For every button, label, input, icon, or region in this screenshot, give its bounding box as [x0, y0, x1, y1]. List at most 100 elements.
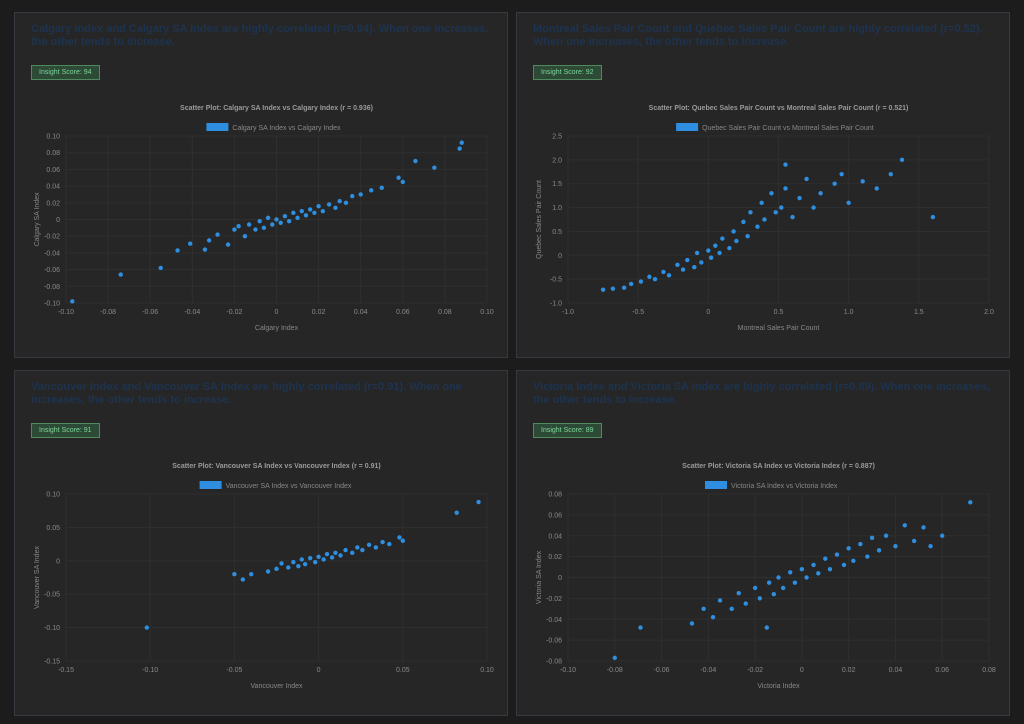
x-tick-label: -0.02	[226, 309, 242, 316]
scatter-point	[326, 202, 332, 207]
scatter-point	[701, 606, 706, 612]
y-axis-label: Victoria SA Index	[536, 550, 543, 604]
scatter-point	[333, 550, 338, 555]
scatter-point	[811, 562, 816, 568]
legend-label[interactable]: Vancouver SA Index vs Vancouver Index	[226, 483, 352, 490]
scatter-point	[265, 569, 271, 574]
scatter-point	[928, 543, 933, 549]
legend-label[interactable]: Quebec Sales Pair Count vs Montreal Sale…	[702, 125, 874, 132]
scatter-point	[666, 273, 672, 278]
scatter-point	[320, 208, 326, 214]
y-tick-label: 0	[56, 558, 60, 565]
y-tick-label: 0.10	[46, 134, 60, 141]
insight-text: Vancouver Index and Vancouver SA Index a…	[31, 381, 462, 406]
y-tick-label: 0.08	[46, 150, 60, 157]
x-tick-label: 0.04	[889, 667, 903, 674]
scatter-point	[729, 606, 734, 612]
scatter-point	[816, 571, 821, 576]
scatter-point	[779, 205, 784, 210]
scatter-point	[366, 542, 372, 547]
scatter-point	[858, 541, 863, 547]
x-tick-label: 0.08	[438, 309, 452, 316]
scatter-point	[748, 210, 753, 215]
scatter-chart: Scatter Plot: Quebec Sales Pair Count vs…	[536, 105, 994, 332]
scatter-point	[338, 553, 343, 558]
scatter-point	[316, 554, 321, 559]
legend-label[interactable]: Calgary SA Index vs Calgary Index	[232, 125, 341, 132]
scatter-point	[307, 555, 313, 561]
scatter-point	[358, 192, 363, 197]
legend-swatch[interactable]	[676, 123, 699, 131]
y-tick-label: -0.04	[44, 250, 60, 257]
y-tick-label: 0.10	[46, 492, 60, 499]
scatter-chart: Scatter Plot: Vancouver SA Index vs Vanc…	[34, 463, 494, 690]
scatter-point	[355, 545, 360, 550]
x-tick-label: 0.06	[935, 667, 949, 674]
scatter-point	[902, 523, 907, 528]
scatter-point	[257, 218, 262, 224]
scatter-point	[343, 200, 349, 205]
scatter-point	[628, 281, 634, 287]
x-tick-label: -0.08	[607, 667, 623, 674]
scatter-point	[242, 234, 248, 239]
y-tick-label: -0.08	[546, 659, 562, 666]
scatter-point	[752, 585, 758, 591]
scatter-point	[337, 198, 342, 204]
scatter-point	[316, 203, 321, 209]
scatter-point	[291, 210, 296, 216]
scatter-point	[893, 543, 898, 549]
scatter-point	[911, 538, 917, 544]
scatter-point	[302, 561, 308, 567]
chart-title: Scatter Plot: Victoria SA Index vs Victo…	[682, 463, 875, 470]
scatter-point	[299, 208, 304, 214]
scatter-point	[621, 285, 627, 290]
scatter-point	[869, 535, 875, 541]
insight-text: Calgary Index and Calgary SA Index are h…	[31, 23, 489, 48]
scatter-point	[755, 224, 760, 229]
scatter-point	[333, 205, 338, 211]
scatter-point	[380, 539, 385, 545]
scatter-point	[706, 248, 711, 253]
scatter-point	[274, 217, 279, 222]
y-tick-label: -0.06	[44, 267, 60, 274]
scatter-point	[321, 557, 326, 562]
scatter-point	[745, 234, 750, 239]
scatter-point	[736, 590, 741, 596]
scatter-point	[799, 566, 805, 572]
scatter-point	[144, 625, 150, 630]
x-tick-label: -0.04	[184, 309, 200, 316]
scatter-point	[792, 580, 798, 585]
x-tick-label: -0.10	[560, 667, 576, 674]
x-tick-label: 0	[706, 309, 710, 316]
scatter-point	[612, 655, 617, 661]
scatter-point	[717, 250, 722, 256]
y-tick-label: 0.06	[548, 512, 562, 519]
legend-label[interactable]: Victoria SA Index vs Victoria Index	[731, 483, 838, 490]
y-tick-label: -0.10	[44, 301, 60, 308]
scatter-point	[324, 551, 330, 557]
x-tick-label: -0.05	[226, 667, 242, 674]
insight-card: Montreal Sales Pair Count and Quebec Sal…	[516, 12, 1010, 358]
x-tick-label: 0.06	[396, 309, 410, 316]
x-tick-label: -1.0	[562, 309, 574, 316]
scatter-point	[454, 510, 459, 515]
scatter-point	[279, 561, 284, 566]
legend-swatch[interactable]	[206, 123, 229, 131]
x-tick-label: 0.5	[774, 309, 784, 316]
scatter-point	[769, 191, 774, 196]
scatter-point	[694, 250, 700, 256]
y-tick-label: -0.02	[44, 234, 60, 241]
scatter-point	[851, 558, 856, 563]
scatter-point	[215, 232, 220, 237]
scatter-point	[360, 547, 365, 553]
scatter-point	[369, 188, 374, 193]
scatter-point	[202, 247, 208, 252]
x-axis-label: Montreal Sales Pair Count	[738, 325, 820, 332]
scatter-point	[240, 577, 246, 582]
insight-score-badge: Insight Score: 91	[31, 423, 100, 438]
scatter-point	[930, 214, 936, 220]
scatter-point	[692, 265, 697, 270]
legend-swatch[interactable]	[199, 481, 222, 489]
scatter-point	[70, 299, 75, 304]
legend-swatch[interactable]	[705, 481, 727, 489]
